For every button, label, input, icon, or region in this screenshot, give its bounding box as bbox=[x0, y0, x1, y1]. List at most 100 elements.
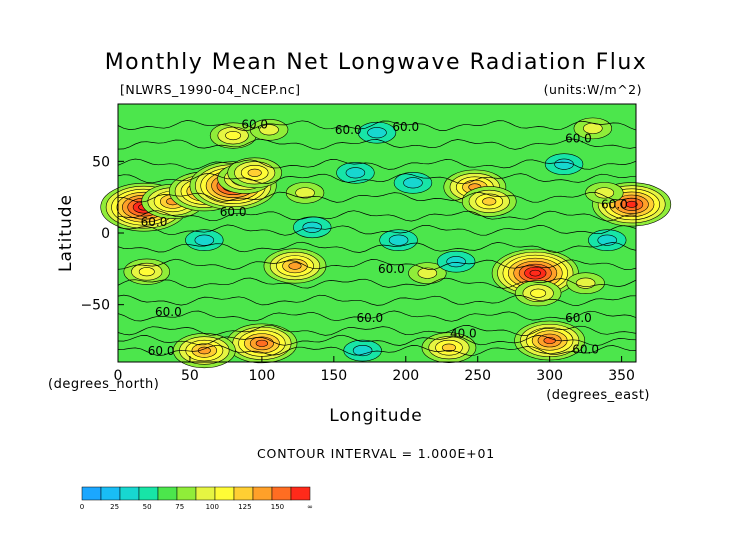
colorbar-tick-label: 0 bbox=[80, 503, 84, 511]
field-feature bbox=[185, 229, 224, 251]
field-contour-band bbox=[259, 124, 279, 136]
field-feature bbox=[588, 229, 627, 251]
contour-line bbox=[117, 241, 637, 253]
contour-line bbox=[117, 344, 637, 356]
colorbar-swatch bbox=[214, 486, 235, 501]
field-contour-band bbox=[295, 187, 315, 199]
contour-label: 60.0 bbox=[378, 262, 405, 276]
colorbar-tick-label: 150 bbox=[271, 503, 284, 511]
y-axis-ticks: 50 0 −50 bbox=[80, 154, 124, 314]
contour-label: 60.0 bbox=[572, 342, 599, 356]
y-axis-label: Latitude bbox=[56, 194, 76, 272]
colorbar-tick-label: 100 bbox=[206, 503, 219, 511]
field-contour-band bbox=[247, 168, 262, 177]
field-contour-band bbox=[482, 197, 497, 206]
contour-line bbox=[117, 324, 637, 336]
field-contour-band bbox=[597, 234, 617, 246]
field-contour-band bbox=[529, 269, 541, 277]
colorbar-swatch bbox=[252, 486, 273, 501]
contour-lines bbox=[117, 120, 637, 356]
x-tick-label: 350 bbox=[608, 368, 635, 384]
contour-line bbox=[117, 158, 637, 170]
contour-label: 40.0 bbox=[450, 327, 477, 341]
field-contour-band bbox=[138, 267, 155, 277]
field-contour-band bbox=[403, 177, 423, 189]
field-contour-band bbox=[194, 234, 215, 246]
contour-line bbox=[117, 210, 637, 222]
field-feature bbox=[141, 183, 205, 220]
field-feature bbox=[336, 162, 375, 184]
field-contour-band bbox=[446, 256, 466, 268]
field-contour-band bbox=[288, 262, 302, 270]
contour-line bbox=[117, 224, 637, 236]
field-contour-band bbox=[441, 343, 456, 352]
colorbar-tick-label: 25 bbox=[110, 503, 119, 511]
chart-title: Monthly Mean Net Longwave Radiation Flux bbox=[105, 50, 648, 75]
contour-line bbox=[117, 277, 637, 289]
contour-label: 60.0 bbox=[155, 305, 182, 319]
colorbar-swatch bbox=[81, 486, 102, 501]
field-feature bbox=[343, 339, 382, 362]
contour-labels: 60.0 60.0 60.0 60.0 60.0 60.0 60.0 60.0 60.0 60.0… bbox=[141, 117, 628, 357]
contour-label: 60.0 bbox=[356, 311, 383, 325]
field-contour-band bbox=[197, 346, 211, 355]
colorbar-tick-label: 75 bbox=[175, 503, 184, 511]
field-feature bbox=[566, 272, 605, 294]
field-feature bbox=[585, 182, 624, 204]
contour-label: 60.0 bbox=[241, 117, 268, 131]
field-contour-band bbox=[530, 288, 547, 298]
contour-line bbox=[117, 294, 637, 306]
y-unit-label: (degrees_north) bbox=[48, 377, 159, 392]
field-feature bbox=[226, 323, 298, 364]
colorbar-swatch bbox=[138, 486, 159, 501]
field-feature bbox=[514, 280, 562, 307]
y-tick-label: 50 bbox=[92, 154, 110, 170]
colorbar-swatch bbox=[119, 486, 140, 501]
field-feature bbox=[544, 153, 584, 175]
contour-label: 60.0 bbox=[220, 205, 247, 219]
field-feature bbox=[263, 248, 327, 284]
field-contour-band bbox=[302, 221, 322, 233]
x-tick-label: 200 bbox=[392, 368, 419, 384]
units-label: (units:W/m^2) bbox=[544, 82, 642, 97]
colorbar: 0 25 50 75 100 125 150 ∞ bbox=[80, 486, 313, 511]
contour-label: 60.0 bbox=[335, 123, 362, 137]
contour-label: 60.0 bbox=[565, 132, 592, 146]
field-contour-band bbox=[417, 267, 438, 279]
contour-line bbox=[117, 138, 637, 150]
contour-label: 60.0 bbox=[565, 311, 592, 325]
field-contour-band bbox=[225, 130, 242, 141]
colorbar-tick-label: ∞ bbox=[307, 503, 313, 511]
colorbar-tick-label: 50 bbox=[143, 503, 152, 511]
field-feature bbox=[436, 250, 476, 273]
field-feature bbox=[209, 122, 257, 149]
field-contour-band bbox=[554, 158, 574, 170]
colorbar-swatch bbox=[157, 486, 178, 501]
field-feature bbox=[573, 117, 613, 140]
y-tick-label: −50 bbox=[80, 298, 110, 314]
colorbar-swatch bbox=[233, 486, 254, 501]
field-feature bbox=[227, 157, 282, 189]
field-feature bbox=[357, 121, 397, 144]
field-contour-band bbox=[367, 127, 387, 139]
plot-area: 60.0 60.0 60.0 60.0 60.0 60.0 60.0 60.0 60.0 60.0… bbox=[100, 103, 672, 369]
field-contour-band bbox=[625, 200, 638, 208]
field-feature bbox=[491, 248, 579, 298]
field-feature bbox=[514, 320, 586, 361]
colorbar-swatch bbox=[271, 486, 292, 501]
contour-label: 60.0 bbox=[601, 198, 628, 212]
colorbar-swatch bbox=[100, 486, 121, 501]
field-contour-band bbox=[255, 339, 269, 347]
field-feature bbox=[123, 258, 171, 285]
x-unit-label: (degrees_east) bbox=[546, 388, 650, 403]
colorbar-swatch bbox=[176, 486, 197, 501]
x-tick-label: 300 bbox=[536, 368, 563, 384]
contour-line bbox=[117, 173, 637, 185]
x-tick-label: 150 bbox=[320, 368, 347, 384]
x-axis-label: Longitude bbox=[329, 406, 423, 426]
colorbar-tick-label: 125 bbox=[238, 503, 251, 511]
field-feature bbox=[393, 172, 433, 194]
field-contour-band bbox=[594, 187, 615, 199]
colorbar-swatch bbox=[195, 486, 216, 501]
